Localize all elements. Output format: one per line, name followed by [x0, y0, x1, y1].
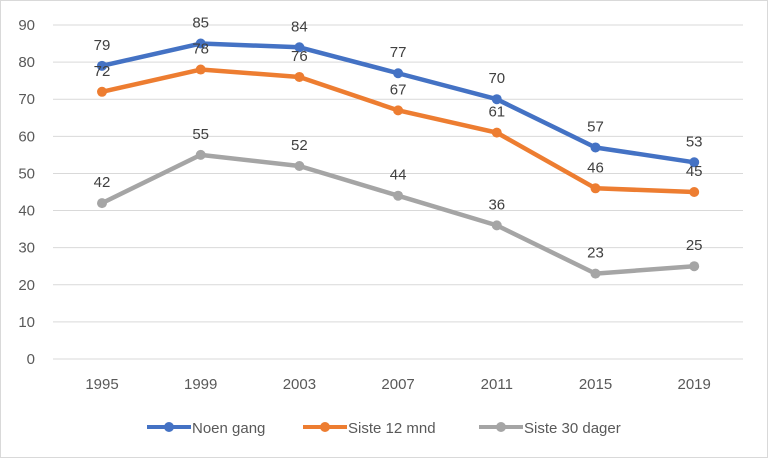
y-tick-label: 80: [18, 54, 35, 71]
data-point: [195, 64, 206, 75]
y-tick-label: 10: [18, 314, 35, 331]
legend-marker: [496, 422, 506, 432]
data-label: 79: [94, 37, 111, 54]
data-label: 67: [390, 81, 407, 98]
x-tick-label: 2015: [579, 376, 612, 393]
y-tick-label: 30: [18, 240, 35, 257]
data-point: [294, 71, 305, 82]
y-tick-label: 70: [18, 91, 35, 108]
data-point: [689, 157, 700, 168]
y-tick-label: 40: [18, 203, 35, 220]
x-tick-label: 2019: [678, 376, 711, 393]
data-label: 76: [291, 48, 308, 65]
data-point: [195, 38, 206, 49]
legend-label: Siste 30 dager: [524, 420, 621, 437]
series-line: [101, 41, 695, 165]
data-label: 42: [94, 174, 111, 191]
y-tick-label: 20: [18, 277, 35, 294]
data-label: 57: [587, 118, 604, 135]
data-point: [195, 149, 206, 160]
y-tick-label: 90: [18, 17, 35, 34]
data-label: 52: [291, 137, 308, 154]
data-label: 45: [686, 163, 703, 180]
legend-marker: [320, 422, 330, 432]
x-tick-label: 2011: [481, 376, 513, 393]
data-point: [393, 105, 404, 116]
data-label: 55: [192, 126, 209, 143]
legend-marker: [164, 422, 174, 432]
data-point: [393, 190, 404, 201]
x-tick-label: 2003: [283, 376, 316, 393]
data-point: [294, 42, 305, 53]
data-label: 61: [488, 104, 505, 121]
data-label: 78: [192, 41, 209, 58]
data-point: [590, 268, 601, 279]
data-point: [689, 261, 700, 272]
data-point: [491, 220, 502, 231]
legend-label: Noen gang: [192, 420, 265, 437]
data-point: [393, 68, 404, 79]
data-label: 46: [587, 159, 604, 176]
x-tick-label: 1995: [85, 376, 118, 393]
data-point: [97, 86, 107, 97]
data-point: [590, 142, 601, 153]
x-tick-label: 2007: [381, 376, 414, 393]
data-label: 23: [587, 245, 604, 262]
y-tick-label: 0: [27, 351, 35, 368]
data-label: 44: [390, 167, 407, 184]
data-point: [97, 198, 107, 209]
data-label: 72: [94, 63, 111, 80]
data-label: 85: [192, 15, 209, 32]
x-tick-label: 1999: [184, 376, 217, 393]
data-point: [97, 60, 107, 71]
data-label: 77: [390, 44, 407, 61]
data-label: 84: [291, 18, 308, 35]
data-label: 70: [488, 70, 505, 87]
legend-label: Siste 12 mnd: [348, 420, 436, 437]
data-point: [491, 127, 502, 138]
data-point: [491, 94, 502, 105]
data-label: 53: [686, 133, 703, 150]
data-label: 36: [488, 196, 505, 213]
data-label: 25: [686, 237, 703, 254]
y-tick-label: 60: [18, 128, 35, 145]
data-point: [590, 183, 601, 194]
data-point: [689, 187, 700, 197]
data-point: [294, 161, 305, 172]
y-tick-label: 50: [18, 165, 35, 182]
